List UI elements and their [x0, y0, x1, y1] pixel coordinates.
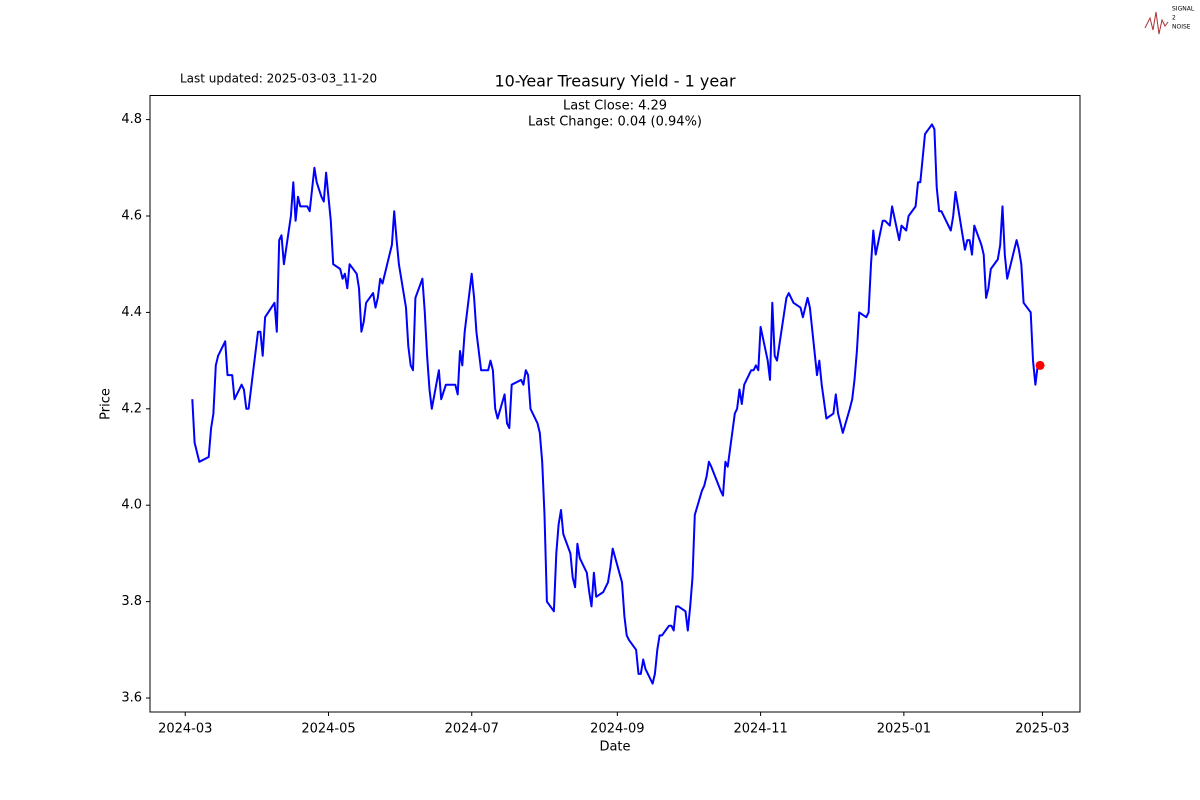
- y-tick-label: 3.8: [121, 594, 142, 609]
- logo-text: NOISE: [1172, 24, 1191, 31]
- x-tick-label: 2024-05: [301, 722, 355, 737]
- annotation: Last Close: 4.29: [563, 99, 667, 114]
- logo-text: SIGNAL: [1172, 6, 1195, 13]
- y-tick-label: 4.6: [121, 209, 142, 224]
- logo-text: 2: [1172, 15, 1176, 22]
- x-tick-label: 2024-07: [445, 722, 499, 737]
- y-tick-label: 4.2: [121, 401, 142, 416]
- y-tick-label: 4.8: [121, 112, 142, 127]
- last-point: [1035, 360, 1045, 370]
- annotation: Last Change: 0.04 (0.94%): [528, 115, 702, 130]
- y-axis-label: Price: [99, 388, 114, 420]
- x-tick-label: 2024-11: [733, 722, 787, 737]
- x-tick-label: 2024-03: [158, 722, 212, 737]
- y-tick-label: 3.6: [121, 691, 142, 706]
- chart-title: 10-Year Treasury Yield - 1 year: [494, 72, 736, 91]
- y-tick-label: 4.0: [121, 498, 142, 513]
- price-line: [191, 123, 1041, 685]
- x-axis-label: Date: [599, 740, 630, 755]
- updated-note: Last updated: 2025-03-03_11-20: [180, 72, 377, 86]
- y-tick-label: 4.4: [121, 305, 142, 320]
- x-tick-label: 2024-09: [590, 722, 644, 737]
- x-tick-label: 2025-01: [877, 722, 931, 737]
- x-tick-label: 2025-03: [1015, 722, 1069, 737]
- plot-frame: [149, 95, 1081, 713]
- logo-wave: [1144, 11, 1169, 35]
